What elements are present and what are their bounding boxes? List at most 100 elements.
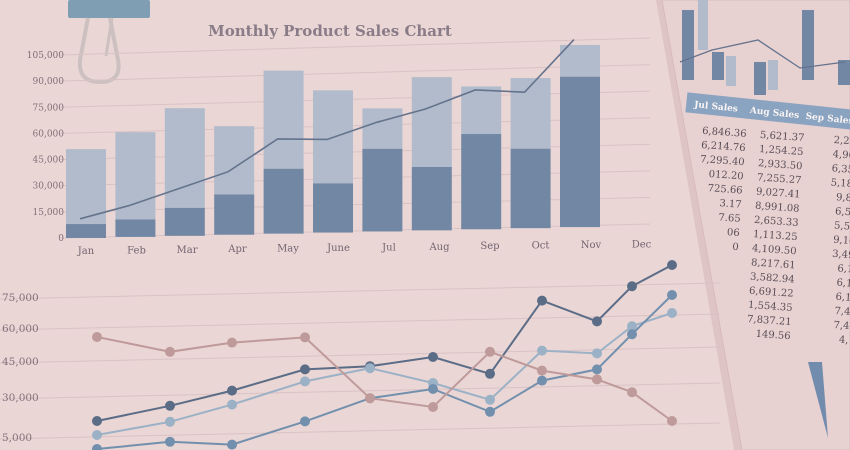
data-point <box>300 376 310 387</box>
table-cell: 8,991.08 <box>755 201 800 215</box>
bar-segment-dark <box>560 76 600 228</box>
y-tick-label: 45,000 <box>33 156 65 166</box>
table-cell: 7,295.40 <box>700 154 745 168</box>
bar-segment-dark <box>313 183 353 233</box>
mini-bar <box>682 10 694 80</box>
table-cell: 2,653.33 <box>754 215 799 229</box>
table-cell: 3.17 <box>719 198 742 211</box>
data-point <box>227 439 237 450</box>
y-tick-label: 60,000 <box>2 323 39 335</box>
table-cell: 1,254.25 <box>759 144 804 158</box>
table-cell: 1,113.25 <box>753 229 798 243</box>
data-point <box>92 416 102 426</box>
data-point <box>627 387 637 398</box>
mini-bar <box>754 62 766 95</box>
bar-segment-dark <box>164 207 205 236</box>
data-point <box>365 393 375 404</box>
bar-segment-dark <box>263 168 304 234</box>
table-cell: 5,54 <box>834 220 850 233</box>
table-cell: 5,621.37 <box>760 130 805 144</box>
bar-segment-light <box>510 78 551 149</box>
table-cell: 6,846.36 <box>702 126 747 140</box>
data-point <box>667 416 677 426</box>
data-point <box>667 260 677 270</box>
data-point <box>485 406 495 417</box>
bar-segment-light <box>411 77 452 167</box>
gridline <box>0 382 721 400</box>
data-point <box>592 364 602 375</box>
gridline <box>0 282 721 300</box>
y-tick-label: 105,000 <box>27 51 64 61</box>
table-header: Jul Sales Aug Sales Sep Sales <box>685 92 850 132</box>
mini-bar <box>698 0 708 50</box>
x-tick-label: June <box>326 243 350 254</box>
x-tick-label: Nov <box>581 240 602 251</box>
data-point <box>592 348 602 359</box>
y-tick-label: 75,000 <box>33 103 65 113</box>
y-tick-label: 15,000 <box>33 208 65 218</box>
data-point <box>165 436 175 447</box>
data-point <box>537 365 547 376</box>
pen-icon <box>808 362 828 438</box>
table-header-band <box>685 92 850 132</box>
x-tick-label: Oct <box>532 241 550 252</box>
data-point <box>428 384 438 394</box>
bar-segment-light <box>263 70 304 169</box>
table-cell: 1,554.35 <box>748 300 793 314</box>
data-point <box>227 399 237 410</box>
x-tick-label: Sep <box>480 241 499 252</box>
table-cell: 2,283 <box>833 135 850 148</box>
right-sheet-shadow <box>656 0 742 450</box>
mini-trend-line <box>679 39 846 69</box>
table-cell: 7,4 <box>834 306 850 318</box>
bar-segment-dark <box>461 134 502 230</box>
bar-segment-dark <box>510 148 551 229</box>
data-point <box>165 400 175 411</box>
table-cell: 012.20 <box>708 169 744 182</box>
x-tick-label: Jan <box>77 246 95 257</box>
table-cell: 7.65 <box>718 212 741 225</box>
table-cell: 0 <box>732 242 739 253</box>
data-point <box>537 295 547 306</box>
table-cell: 149.56 <box>755 329 791 342</box>
mini-bar-chart <box>679 0 850 95</box>
data-point <box>300 416 310 427</box>
y-tick-label: 30,000 <box>2 392 39 404</box>
bar-segment-dark <box>214 194 255 235</box>
data-point <box>92 444 102 450</box>
data-point <box>592 316 602 327</box>
gridline <box>59 90 651 108</box>
table-cell: 6,1 <box>835 292 850 304</box>
table-column-header: Jul Sales <box>693 100 739 115</box>
table-cell: 8,217.61 <box>751 257 796 271</box>
y-tick-label: 90,000 <box>33 77 65 87</box>
data-point <box>667 308 677 318</box>
bar-segment-light <box>362 108 403 149</box>
bar-segment-dark <box>115 219 156 237</box>
gridline <box>0 313 721 331</box>
y-tick-label: 75,000 <box>2 292 39 304</box>
data-point <box>485 368 495 379</box>
data-point <box>537 345 547 356</box>
gridline <box>59 117 651 134</box>
gridline <box>59 223 651 239</box>
x-tick-label: Jul <box>381 242 396 253</box>
table-cell: 3,49 <box>832 249 850 262</box>
mini-bar <box>712 52 724 80</box>
table-cell: 9,16 <box>833 235 850 248</box>
bar-segment-light <box>115 132 156 220</box>
data-point <box>428 402 438 412</box>
y-tick-label: 45,000 <box>2 356 39 368</box>
data-point <box>627 281 637 292</box>
table-cell: 6,691.22 <box>749 286 794 300</box>
data-point <box>165 416 175 427</box>
trend-line <box>79 39 575 220</box>
data-point <box>627 329 637 340</box>
mini-bar <box>768 60 778 90</box>
table-cell: 4,109.50 <box>752 243 797 257</box>
table-cell: 06 <box>727 227 740 239</box>
